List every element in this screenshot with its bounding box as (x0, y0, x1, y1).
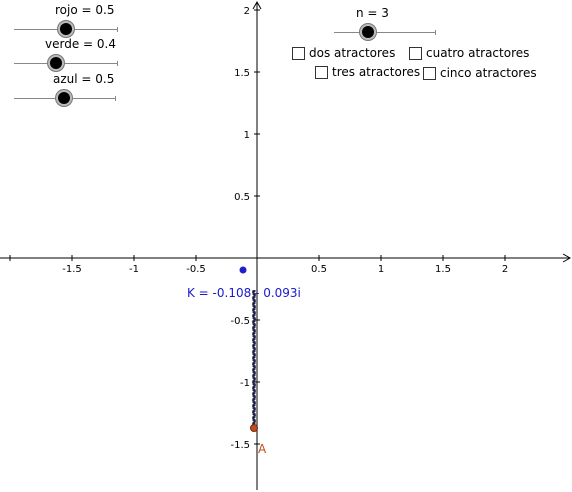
x-tick-label: 1.5 (435, 264, 451, 275)
y-ticks (254, 9, 260, 445)
x-tick-label: -1.5 (62, 264, 82, 275)
slider-n-handle[interactable] (362, 26, 374, 38)
y-tick-label: 0.5 (234, 192, 250, 203)
x-ticks (9, 255, 506, 261)
x-tick-label: -1 (129, 264, 139, 275)
orbit-point (252, 344, 255, 348)
checkbox-box[interactable] (409, 46, 422, 60)
checkbox-dos-atractores[interactable]: dos atractores (292, 46, 395, 60)
orbit-point (253, 359, 256, 363)
slider-azul-label: azul = 0.5 (53, 72, 115, 86)
orbit-point (252, 356, 255, 360)
orbit-point (252, 410, 255, 414)
orbit-point (252, 338, 255, 342)
orbit-point (252, 398, 255, 402)
point-k[interactable] (239, 266, 247, 274)
orbit-point (252, 374, 255, 378)
orbit-point (253, 371, 256, 375)
orbit-point (252, 326, 255, 330)
checkbox-label: cinco atractores (440, 66, 537, 80)
orbit-point (252, 392, 255, 396)
slider-verde-label: verde = 0.4 (45, 37, 116, 51)
checkbox-label: dos atractores (309, 46, 396, 60)
orbit-point (252, 290, 255, 294)
orbit-point (253, 293, 256, 297)
checkbox-box[interactable] (423, 66, 436, 80)
orbit-point (252, 362, 255, 366)
orbit-point (252, 302, 255, 306)
orbit-point (253, 353, 256, 357)
checkbox-label: tres atractores (332, 65, 421, 79)
slider-rojo-label: rojo = 0.5 (55, 3, 115, 17)
orbit-point (253, 329, 256, 333)
orbit-point (252, 296, 255, 300)
x-axis-arrow (562, 253, 572, 263)
x-tick-label: 0.5 (311, 264, 327, 275)
x-tick-labels: -1.5 -1 -0.5 0.5 1 1.5 2 (62, 264, 508, 275)
orbit-point (252, 416, 255, 420)
orbit-point (252, 314, 255, 318)
orbit-point (252, 386, 255, 390)
orbit-point (253, 335, 256, 339)
orbit-point (253, 401, 256, 405)
orbit-point (253, 383, 256, 387)
orbit-point (253, 299, 256, 303)
orbit-point (252, 320, 255, 324)
point-a-label: A (258, 442, 267, 456)
orbit-point (253, 311, 256, 315)
slider-verde-handle[interactable] (50, 57, 62, 69)
checkbox-tres-atractores[interactable]: tres atractores (315, 65, 420, 79)
orbit-chain (252, 290, 256, 428)
y-tick-label: -1 (240, 378, 250, 389)
checkbox-cuatro-atractores[interactable]: cuatro atractores (409, 46, 529, 60)
slider-rojo-handle[interactable] (60, 23, 72, 35)
orbit-point (253, 305, 256, 309)
orbit-point (253, 341, 256, 345)
slider-n-label: n = 3 (356, 6, 389, 20)
orbit-point (253, 323, 256, 327)
x-tick-label: 1 (378, 264, 384, 275)
orbit-point (252, 350, 255, 354)
orbit-point (252, 332, 255, 336)
orbit-point (252, 308, 255, 312)
orbit-point (253, 347, 256, 351)
point-k-label: K = -0.108 - 0.093i (187, 286, 301, 300)
x-tick-label: 2 (502, 264, 508, 275)
y-tick-label: 1.5 (234, 68, 250, 79)
orbit-point (253, 407, 256, 411)
y-tick-label: -1.5 (230, 440, 250, 451)
slider-verde-track[interactable] (14, 61, 118, 66)
checkbox-cinco-atractores[interactable]: cinco atractores (423, 66, 537, 80)
orbit-point (253, 377, 256, 381)
orbit-point (252, 380, 255, 384)
x-tick-label: -0.5 (186, 264, 206, 275)
orbit-point (253, 395, 256, 399)
y-tick-labels: 2 1.5 1 0.5 -0.5 -1 -1.5 (230, 6, 250, 451)
orbit-point (252, 368, 255, 372)
point-a[interactable] (250, 424, 258, 432)
slider-azul-handle[interactable] (58, 92, 70, 104)
y-axis-arrow (252, 0, 262, 10)
y-tick-label: 1 (244, 130, 250, 141)
checkbox-box[interactable] (292, 46, 305, 60)
orbit-point (253, 317, 256, 321)
checkbox-box[interactable] (315, 65, 328, 79)
checkbox-label: cuatro atractores (426, 46, 530, 60)
y-tick-label: -0.5 (230, 316, 250, 327)
orbit-point (253, 389, 256, 393)
slider-n-track[interactable] (334, 30, 436, 35)
y-tick-label: 2 (244, 6, 250, 17)
orbit-point (253, 365, 256, 369)
orbit-point (253, 419, 256, 423)
orbit-point (253, 413, 256, 417)
orbit-point (252, 404, 255, 408)
